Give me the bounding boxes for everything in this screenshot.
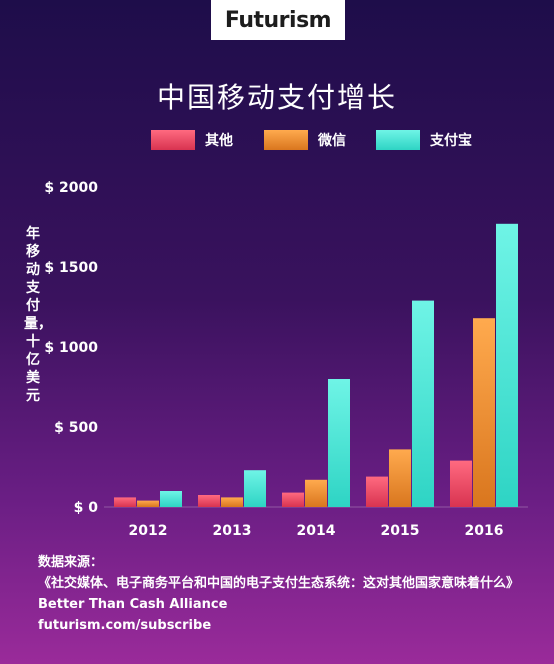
x-tick-label: 2015 <box>381 523 420 539</box>
legend-swatch-alipay <box>376 130 420 150</box>
bar-alipay-2016 <box>496 223 518 508</box>
y-tick-label: $ 1500 <box>44 260 98 276</box>
subscribe-url: futurism.com/subscribe <box>38 618 212 633</box>
bar-other-2014 <box>282 492 304 507</box>
legend-label-other: 其他 <box>205 133 233 149</box>
bar-chart: $ 0 $ 500 $ 1000 $ 1500 $ 2000 2012 2013 2014 20… <box>44 180 528 539</box>
legend-swatch-other <box>151 130 195 150</box>
y-tick-label: $ 0 <box>74 500 99 516</box>
bar-alipay-2012 <box>160 491 182 507</box>
x-tick-label: 2012 <box>129 523 168 539</box>
bar-alipay-2014 <box>328 379 350 507</box>
logo-badge: Futurism <box>211 0 345 40</box>
y-tick-label: $ 2000 <box>44 180 98 196</box>
legend-label-alipay: 支付宝 <box>430 133 472 149</box>
source-title: 《社交媒体、电子商务平台和中国的电子支付生态系统：这对其他国家意味着什么》 <box>38 576 520 591</box>
source-label: 数据来源： <box>38 555 104 570</box>
y-tick-label: $ 500 <box>54 420 98 436</box>
chart-title: 中国移动支付增长 <box>156 81 397 114</box>
legend-item-wechat: 微信 <box>264 130 346 150</box>
y-tick-label: $ 1000 <box>44 340 98 356</box>
bar-wechat-2014 <box>305 479 327 507</box>
bar-other-2015 <box>366 476 388 507</box>
bar-wechat-2016 <box>473 318 495 507</box>
footer: 数据来源： 《社交媒体、电子商务平台和中国的电子支付生态系统：这对其他国家意味着… <box>38 552 554 636</box>
bar-other-2012 <box>114 497 136 507</box>
logo-text: Futurism <box>224 7 332 33</box>
x-tick-label: 2013 <box>213 523 252 539</box>
legend-item-alipay: 支付宝 <box>376 130 472 150</box>
legend-item-other: 其他 <box>151 130 233 150</box>
bar-other-2016 <box>450 460 472 507</box>
bar-other-2013 <box>198 495 220 507</box>
bar-wechat-2015 <box>389 449 411 507</box>
bar-wechat-2012 <box>137 500 159 507</box>
source-org: Better Than Cash Alliance <box>38 597 228 612</box>
bar-alipay-2013 <box>244 470 266 507</box>
x-tick-label: 2016 <box>465 523 504 539</box>
x-tick-label: 2014 <box>297 523 336 539</box>
bar-alipay-2015 <box>412 300 434 507</box>
bar-wechat-2013 <box>221 497 243 507</box>
legend-swatch-wechat <box>264 130 308 150</box>
chart-legend: 其他 微信 支付宝 <box>0 130 554 154</box>
legend-label-wechat: 微信 <box>318 133 346 149</box>
